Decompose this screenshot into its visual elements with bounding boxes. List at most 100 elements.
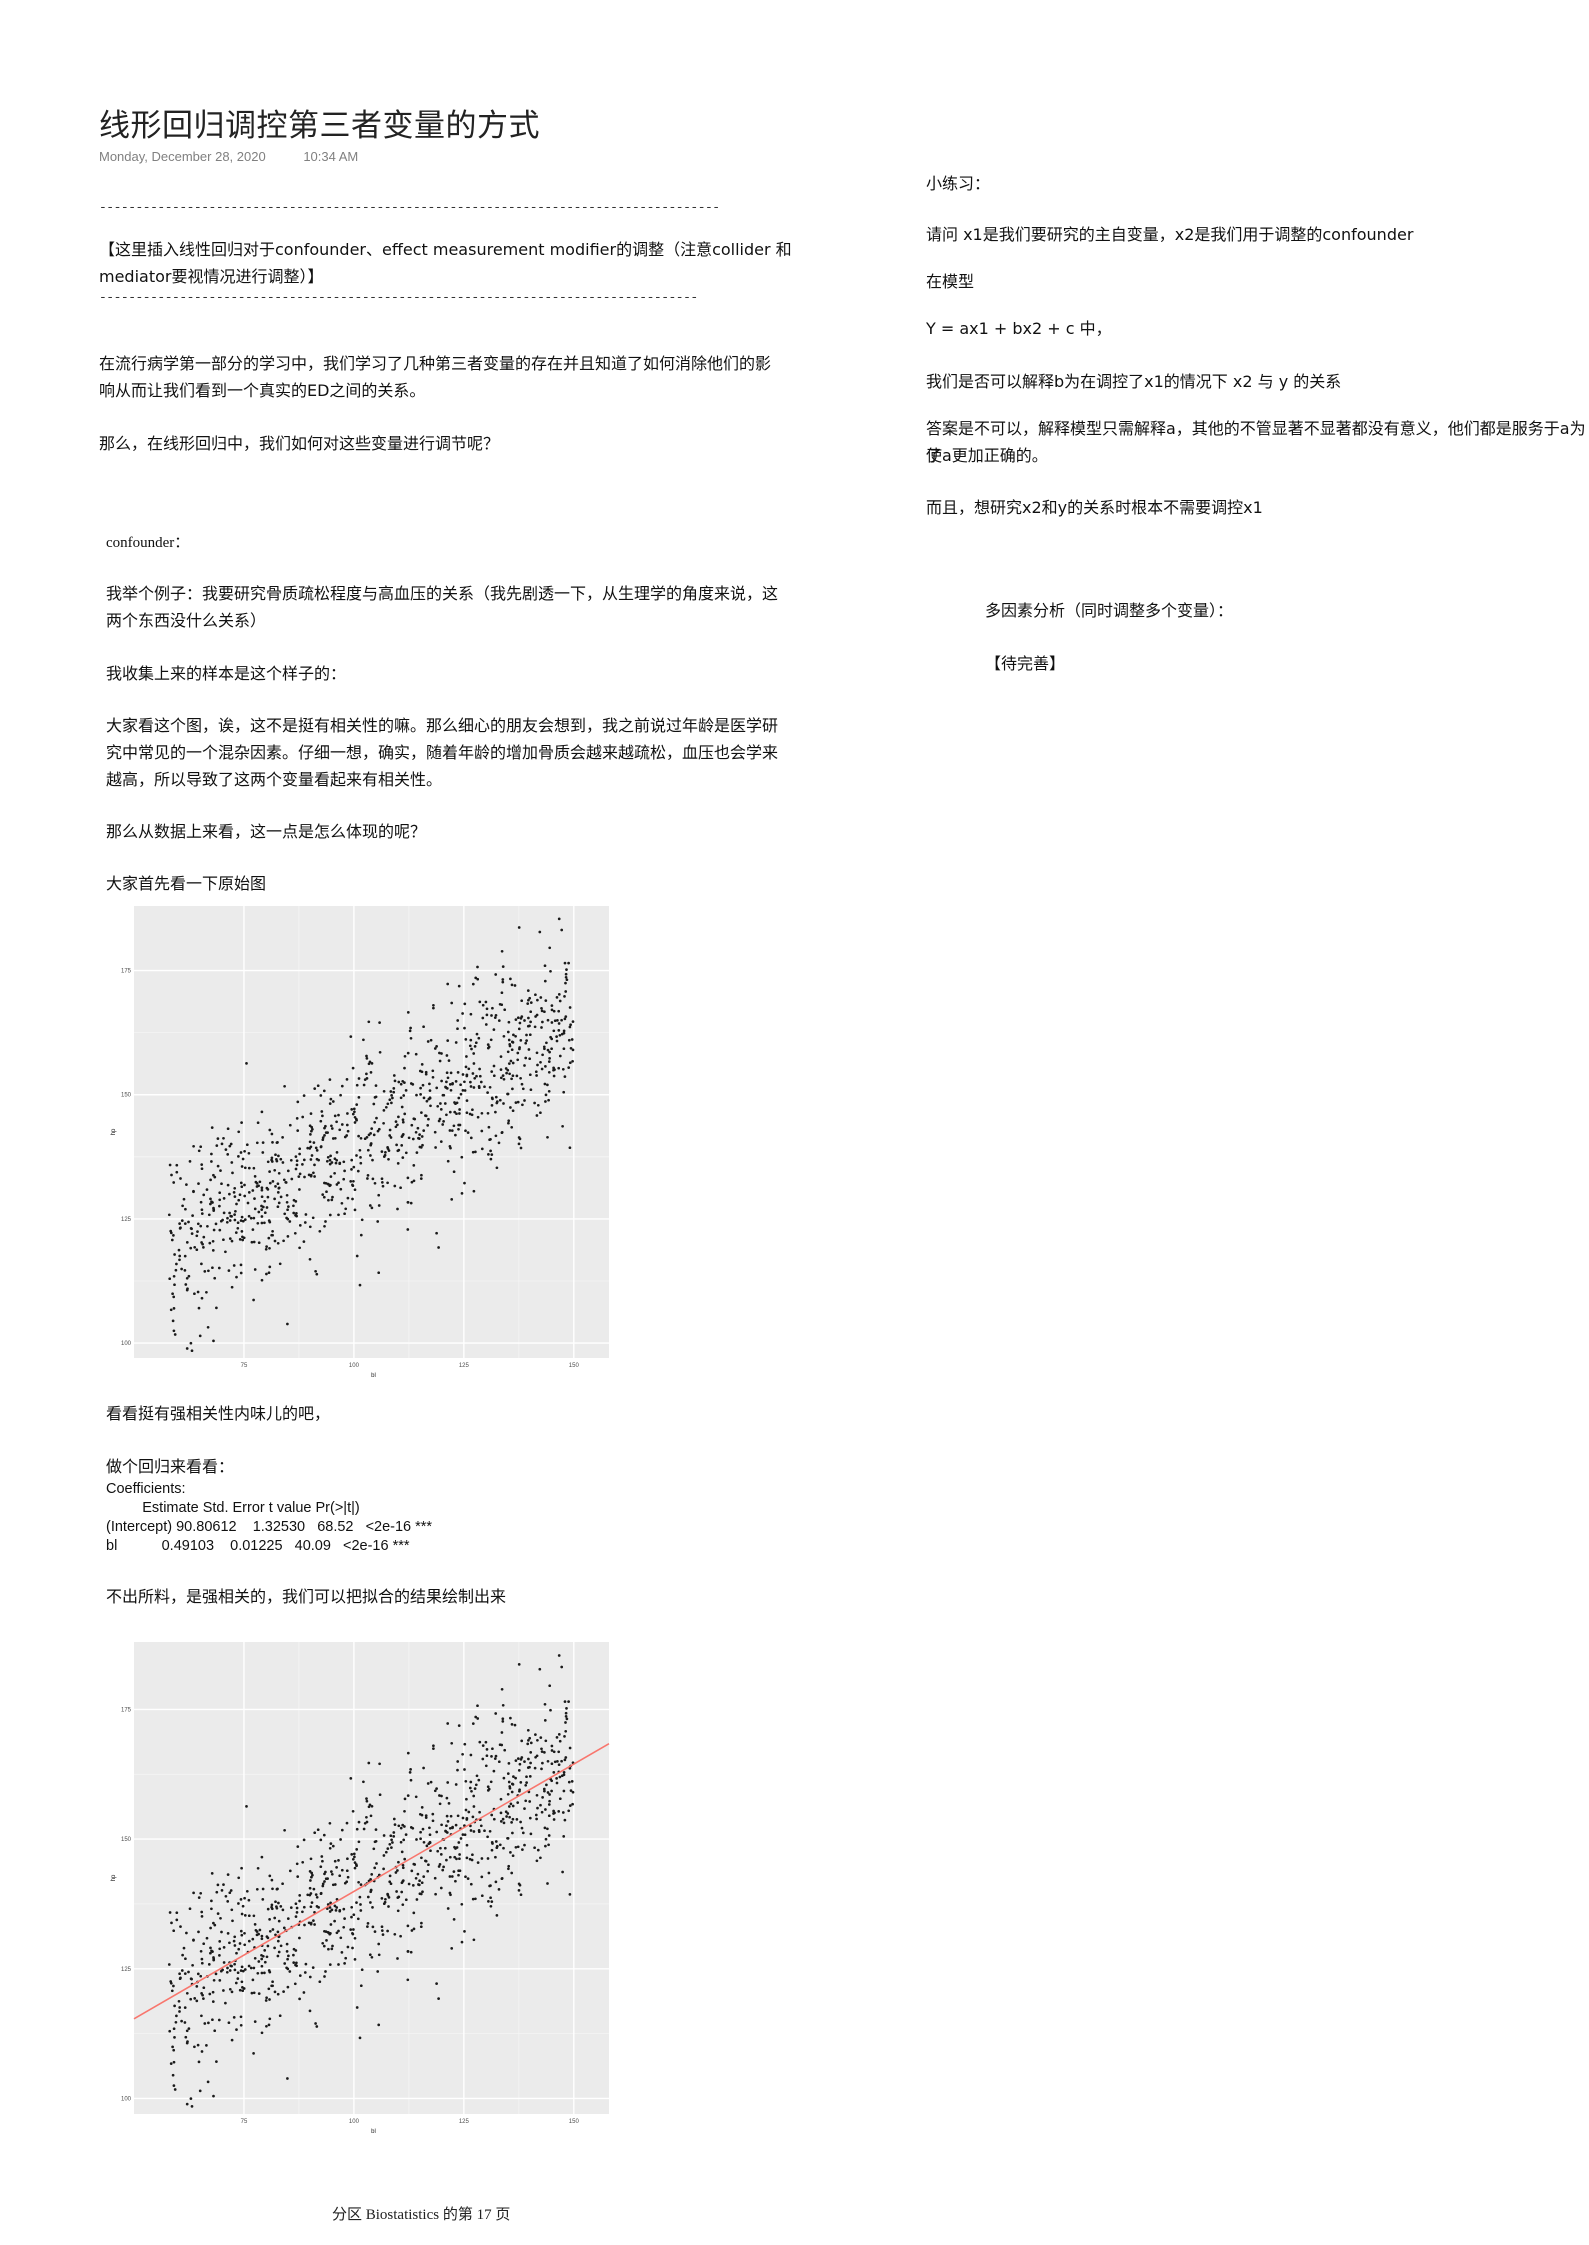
- data-point: [463, 1080, 466, 1084]
- data-point: [499, 1076, 503, 1080]
- data-point: [548, 1799, 551, 1803]
- data-point: [516, 1058, 520, 1062]
- data-point: [327, 1947, 330, 1951]
- data-point: [540, 1750, 544, 1753]
- data-point: [472, 1062, 476, 1065]
- data-point: [563, 1075, 567, 1078]
- data-point: [390, 1838, 393, 1842]
- data-point: [536, 1848, 540, 1852]
- data-point: [192, 1189, 195, 1193]
- data-point: [538, 1667, 542, 1671]
- data-point: [407, 1882, 411, 1886]
- data-point: [183, 2021, 187, 2024]
- data-point: [450, 1947, 454, 1950]
- data-point: [298, 1246, 301, 1250]
- data-point: [279, 1944, 283, 1948]
- data-point: [376, 1129, 380, 1133]
- data-point: [320, 1855, 324, 1858]
- data-point: [392, 1090, 396, 1094]
- data-point: [222, 1883, 225, 1886]
- data-point: [170, 1989, 174, 1993]
- data-point: [190, 1349, 194, 1353]
- data-point: [349, 1180, 353, 1183]
- data-point: [340, 1868, 344, 1872]
- data-point: [488, 1884, 491, 1888]
- data-point: [183, 1222, 187, 1225]
- data-point: [303, 1923, 306, 1927]
- data-point: [386, 1892, 389, 1896]
- data-point: [173, 2004, 176, 2008]
- data-point: [200, 1915, 204, 1918]
- data-point: [282, 1926, 286, 1930]
- data-point: [509, 1059, 513, 1063]
- data-point: [471, 1072, 475, 1075]
- data-point: [547, 1098, 550, 1102]
- data-point: [539, 1736, 543, 1739]
- data-point: [468, 1112, 472, 1116]
- data-point: [460, 1940, 464, 1944]
- data-point: [366, 1925, 369, 1928]
- data-point: [489, 1780, 493, 1784]
- data-point: [458, 1123, 462, 1127]
- data-point: [171, 1292, 174, 1296]
- data-point: [440, 1794, 443, 1798]
- data-point: [429, 1038, 433, 1042]
- data-point: [234, 1231, 238, 1234]
- data-point: [173, 1253, 176, 1256]
- data-point: [414, 1052, 418, 1056]
- data-point: [414, 1130, 418, 1134]
- data-point: [282, 1239, 285, 1243]
- data-point: [388, 1874, 392, 1878]
- data-point: [465, 1073, 469, 1077]
- data-point: [501, 965, 505, 968]
- data-point: [400, 1144, 404, 1147]
- data-point: [340, 1828, 344, 1832]
- data-point: [424, 1070, 428, 1074]
- data-point: [435, 1787, 438, 1790]
- data-point: [239, 1181, 243, 1185]
- data-point: [521, 1831, 525, 1835]
- data-point: [521, 1103, 524, 1107]
- data-point: [397, 1895, 401, 1899]
- data-point: [461, 1012, 464, 1015]
- data-point: [468, 1044, 472, 1048]
- data-point: [526, 1024, 530, 1028]
- data-point: [472, 1938, 476, 1942]
- data-point: [239, 1929, 243, 1933]
- data-point: [227, 1269, 231, 1272]
- data-point: [519, 1039, 523, 1042]
- data-point: [230, 2038, 234, 2042]
- data-point: [422, 1129, 426, 1132]
- data-point: [328, 1078, 332, 1081]
- data-point: [411, 1884, 415, 1887]
- data-point: [268, 1220, 272, 1224]
- data-point: [446, 1159, 450, 1163]
- data-point: [260, 1953, 263, 1957]
- data-point: [185, 1931, 188, 1935]
- data-point: [378, 1793, 382, 1797]
- data-point: [413, 1117, 417, 1121]
- data-point: [240, 1230, 244, 1233]
- data-point: [182, 1197, 186, 1201]
- data-point: [488, 1085, 492, 1089]
- data-point: [562, 1031, 566, 1035]
- data-point: [516, 1757, 520, 1760]
- data-point: [396, 1909, 400, 1913]
- data-point: [450, 1741, 454, 1745]
- data-point: [454, 1133, 457, 1137]
- data-point: [189, 1246, 193, 1250]
- data-point: [504, 1067, 508, 1070]
- data-point: [546, 1827, 549, 1831]
- data-point: [529, 1741, 533, 1745]
- data-point: [511, 1804, 515, 1808]
- data-point: [492, 1028, 496, 1031]
- data-point: [502, 1077, 506, 1081]
- data-point: [366, 1177, 369, 1180]
- data-point: [215, 1144, 219, 1147]
- data-point: [449, 1146, 452, 1150]
- data-point: [570, 1038, 574, 1041]
- data-point: [547, 1843, 550, 1847]
- data-point: [409, 1768, 412, 1771]
- data-point: [271, 1180, 275, 1183]
- data-point: [208, 1241, 212, 1245]
